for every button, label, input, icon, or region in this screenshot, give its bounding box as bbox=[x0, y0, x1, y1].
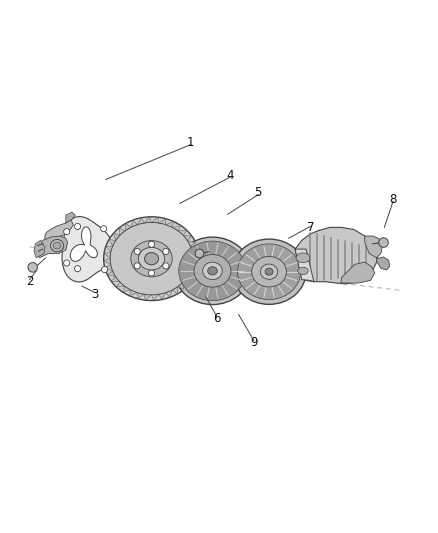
Circle shape bbox=[28, 263, 38, 272]
Polygon shape bbox=[187, 271, 194, 278]
Polygon shape bbox=[152, 217, 159, 223]
Ellipse shape bbox=[237, 244, 300, 300]
Polygon shape bbox=[166, 222, 173, 228]
Polygon shape bbox=[183, 277, 190, 284]
Polygon shape bbox=[159, 293, 166, 300]
Polygon shape bbox=[62, 216, 113, 282]
Polygon shape bbox=[70, 227, 97, 261]
Polygon shape bbox=[36, 236, 67, 258]
Polygon shape bbox=[178, 230, 187, 236]
Polygon shape bbox=[125, 223, 131, 231]
Polygon shape bbox=[166, 290, 172, 297]
Ellipse shape bbox=[53, 242, 61, 249]
Polygon shape bbox=[138, 218, 145, 225]
Ellipse shape bbox=[194, 255, 231, 287]
Ellipse shape bbox=[260, 264, 278, 279]
Polygon shape bbox=[191, 265, 197, 271]
Text: 1: 1 bbox=[187, 136, 194, 149]
Circle shape bbox=[148, 270, 155, 276]
Polygon shape bbox=[104, 259, 111, 265]
Text: 8: 8 bbox=[389, 192, 397, 206]
Circle shape bbox=[74, 265, 81, 272]
Polygon shape bbox=[113, 233, 120, 240]
Polygon shape bbox=[109, 239, 116, 246]
Polygon shape bbox=[145, 294, 152, 300]
Polygon shape bbox=[152, 294, 159, 301]
Polygon shape bbox=[145, 217, 152, 223]
Ellipse shape bbox=[145, 253, 159, 265]
Text: 3: 3 bbox=[91, 288, 99, 301]
Polygon shape bbox=[107, 271, 116, 277]
Polygon shape bbox=[295, 228, 378, 284]
Circle shape bbox=[148, 241, 155, 247]
Ellipse shape bbox=[252, 256, 286, 287]
Polygon shape bbox=[192, 253, 199, 259]
Polygon shape bbox=[116, 282, 125, 287]
Ellipse shape bbox=[131, 240, 172, 277]
Polygon shape bbox=[172, 286, 178, 294]
Text: 9: 9 bbox=[250, 336, 258, 349]
Ellipse shape bbox=[174, 237, 251, 304]
Ellipse shape bbox=[296, 253, 310, 263]
Circle shape bbox=[163, 248, 169, 255]
Circle shape bbox=[102, 266, 108, 272]
Ellipse shape bbox=[203, 262, 222, 279]
Polygon shape bbox=[45, 220, 73, 240]
Ellipse shape bbox=[104, 217, 199, 301]
Circle shape bbox=[101, 225, 107, 232]
Ellipse shape bbox=[265, 268, 273, 275]
Polygon shape bbox=[365, 236, 382, 258]
Polygon shape bbox=[178, 282, 184, 289]
Polygon shape bbox=[122, 286, 131, 292]
Text: 7: 7 bbox=[307, 221, 314, 234]
Ellipse shape bbox=[50, 239, 64, 252]
Polygon shape bbox=[119, 228, 125, 236]
Circle shape bbox=[64, 260, 70, 266]
Circle shape bbox=[195, 249, 204, 258]
Polygon shape bbox=[187, 240, 196, 246]
Ellipse shape bbox=[110, 222, 193, 295]
Circle shape bbox=[57, 244, 63, 250]
Circle shape bbox=[64, 229, 70, 235]
Polygon shape bbox=[66, 212, 75, 223]
Circle shape bbox=[74, 223, 81, 230]
Circle shape bbox=[163, 263, 169, 269]
Polygon shape bbox=[377, 257, 390, 270]
Circle shape bbox=[134, 248, 140, 255]
Polygon shape bbox=[131, 220, 138, 228]
Polygon shape bbox=[130, 290, 138, 296]
Ellipse shape bbox=[179, 241, 246, 301]
Polygon shape bbox=[137, 293, 145, 298]
Polygon shape bbox=[183, 236, 192, 240]
Polygon shape bbox=[159, 219, 166, 225]
Text: 6: 6 bbox=[213, 312, 221, 325]
Polygon shape bbox=[341, 262, 375, 283]
Circle shape bbox=[379, 238, 389, 247]
Ellipse shape bbox=[208, 266, 217, 275]
Polygon shape bbox=[295, 249, 314, 282]
Ellipse shape bbox=[232, 239, 306, 304]
Polygon shape bbox=[172, 225, 181, 231]
Text: 5: 5 bbox=[254, 186, 262, 199]
Polygon shape bbox=[34, 240, 45, 258]
Polygon shape bbox=[106, 246, 113, 253]
Ellipse shape bbox=[298, 267, 308, 274]
Text: 4: 4 bbox=[226, 168, 233, 182]
Polygon shape bbox=[104, 253, 111, 259]
Polygon shape bbox=[192, 259, 199, 265]
Text: 2: 2 bbox=[26, 275, 33, 288]
Polygon shape bbox=[111, 277, 120, 282]
Polygon shape bbox=[191, 246, 198, 253]
Circle shape bbox=[134, 263, 140, 269]
Ellipse shape bbox=[138, 247, 165, 270]
Polygon shape bbox=[105, 265, 113, 271]
